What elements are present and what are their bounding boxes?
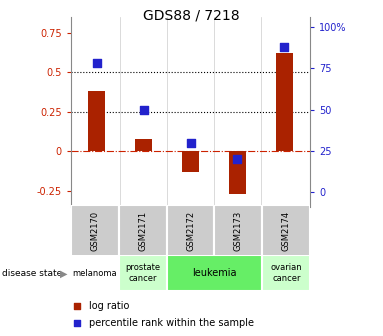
Text: melanoma: melanoma [72,268,117,278]
Text: log ratio: log ratio [89,301,129,311]
Bar [229,151,246,194]
Point [141,107,147,112]
Point [234,157,241,162]
Text: GSM2173: GSM2173 [234,211,243,251]
Bar [119,205,167,257]
Text: prostate
cancer: prostate cancer [125,263,160,283]
Bar [214,205,262,257]
Text: leukemia: leukemia [192,268,237,278]
Point [188,140,194,145]
Text: GSM2172: GSM2172 [186,211,195,251]
Point [93,61,100,66]
Bar [136,139,152,151]
Bar [167,205,214,257]
Point [282,44,288,50]
Text: GSM2171: GSM2171 [138,211,147,251]
Bar [88,91,105,151]
Bar [262,255,310,291]
Text: ovarian
cancer: ovarian cancer [270,263,302,283]
Bar [262,205,310,257]
Text: ▶: ▶ [59,269,67,279]
Text: GSM2174: GSM2174 [282,211,291,251]
Text: GSM2170: GSM2170 [90,211,99,251]
Text: percentile rank within the sample: percentile rank within the sample [89,319,254,328]
Bar [119,255,167,291]
Bar [167,255,262,291]
Text: disease state: disease state [2,269,62,278]
Bar [71,205,119,257]
Bar [276,53,293,151]
Bar [182,151,199,172]
Point [74,303,80,309]
Point [74,321,80,326]
Text: GDS88 / 7218: GDS88 / 7218 [143,8,240,23]
Bar [71,255,119,291]
